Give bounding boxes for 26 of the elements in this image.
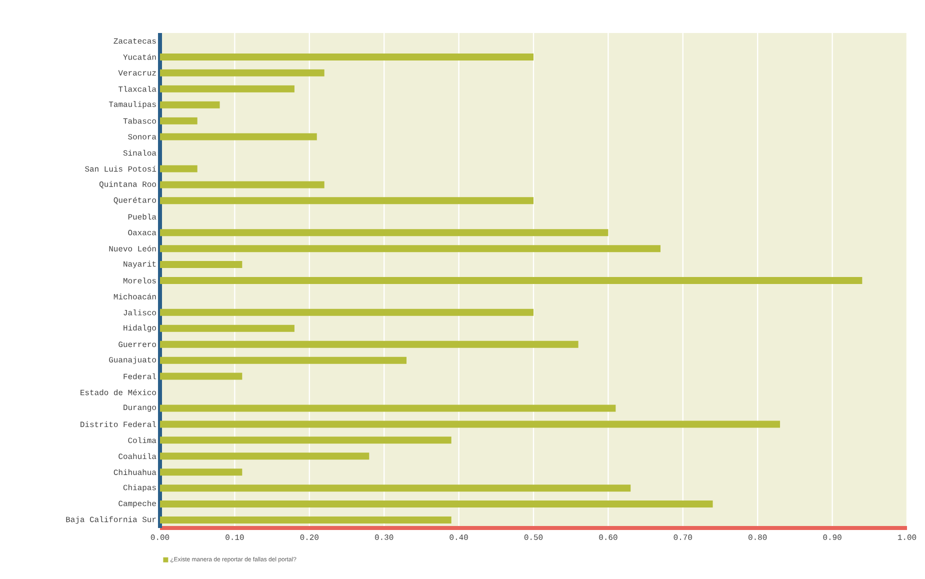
bar: [160, 436, 452, 444]
bar: [160, 340, 578, 348]
bar: [160, 245, 660, 252]
bar: [160, 101, 220, 108]
bar: [160, 468, 242, 476]
bar: [160, 324, 294, 332]
bar: [160, 372, 242, 380]
bar: [160, 404, 616, 412]
bar: [160, 452, 370, 460]
bar: [160, 356, 407, 364]
bar: [160, 308, 534, 316]
bar: [160, 261, 242, 268]
bar: [160, 69, 324, 76]
bar: [160, 117, 198, 124]
bar: [160, 85, 294, 92]
bar: [160, 53, 534, 60]
bar: [160, 165, 198, 172]
bar: [160, 181, 324, 188]
bar: [160, 484, 631, 492]
bar: [160, 229, 608, 236]
bar: [160, 197, 534, 204]
bar: [160, 500, 713, 508]
bar: [160, 516, 452, 524]
bar: [160, 277, 862, 284]
bar: [160, 420, 780, 428]
bar: [160, 133, 317, 140]
